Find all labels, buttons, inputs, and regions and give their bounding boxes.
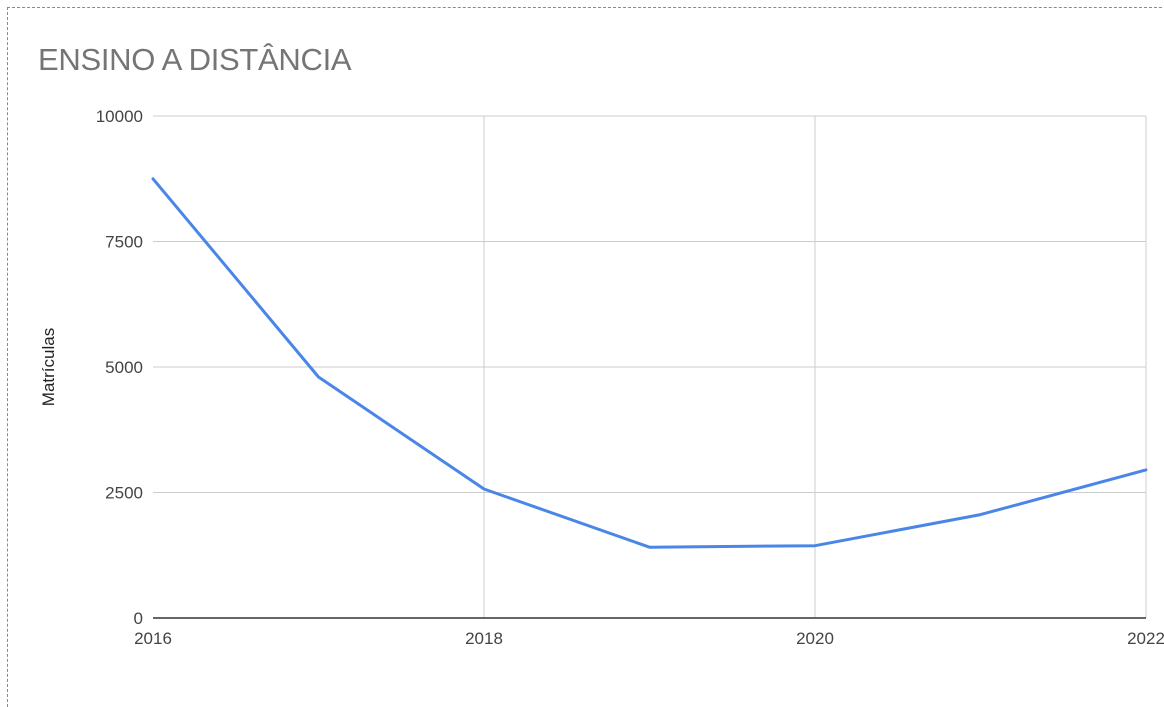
y-axis-label: Matrículas [39,328,58,406]
series-line [151,177,1148,549]
y-tick-label: 7500 [105,233,143,252]
x-tick-label: 2016 [134,629,172,648]
y-tick-label: 2500 [105,484,143,503]
y-tick-label: 5000 [105,358,143,377]
y-tick-labels: 0 2500 5000 7500 10000 [96,107,143,628]
line-chart: 0 2500 5000 7500 10000 2016 2018 2020 2022 Matr… [39,107,1164,648]
chart-frame [7,7,1164,707]
x-tick-label: 2020 [796,629,834,648]
x-tick-label: 2022 [1127,629,1164,648]
x-tick-label: 2018 [465,629,503,648]
y-tick-label: 0 [134,609,143,628]
horizontal-gridlines [153,115,1146,493]
x-tick-labels: 2016 2018 2020 2022 [134,629,1164,648]
y-tick-label: 10000 [96,107,143,126]
chart-title: ENSINO A DISTÂNCIA [38,42,352,77]
